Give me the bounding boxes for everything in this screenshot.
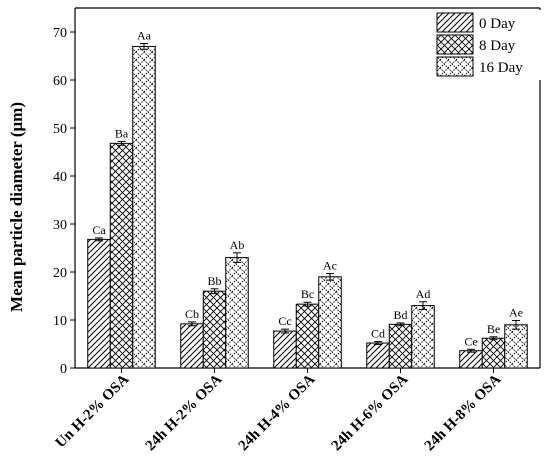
x-tick-label: 24h H-2% OSA bbox=[143, 371, 226, 454]
significance-label: Cb bbox=[185, 307, 199, 321]
legend-swatch-8-day bbox=[436, 34, 474, 55]
y-tick-label: 40 bbox=[53, 170, 67, 185]
bar-16-day-3 bbox=[411, 305, 435, 369]
bar-8-day-0 bbox=[109, 142, 134, 369]
x-tick-label-group: 24h H-2% OSA bbox=[143, 371, 226, 454]
significance-label: Aa bbox=[137, 29, 152, 43]
y-tick-label: 70 bbox=[53, 26, 67, 41]
y-tick-label: 0 bbox=[60, 362, 67, 377]
significance-label: Ab bbox=[230, 238, 245, 252]
legend: 0 Day 8 Day 16 Day bbox=[434, 10, 542, 80]
legend-swatch-0-day bbox=[436, 12, 474, 33]
x-tick-label: 24h H-8% OSA bbox=[422, 371, 505, 454]
significance-label: Bb bbox=[207, 274, 221, 288]
x-tick-label-group: Un H-2% OSA bbox=[53, 371, 133, 451]
bar-0-day-2 bbox=[273, 330, 297, 369]
x-tick-label: 24h H-6% OSA bbox=[329, 371, 412, 454]
y-tick-label: 10 bbox=[53, 314, 67, 329]
x-tick-label: Un H-2% OSA bbox=[53, 371, 133, 451]
significance-label: Ad bbox=[416, 287, 431, 301]
bar-0-day-0 bbox=[87, 238, 111, 369]
legend-label: 16 Day bbox=[479, 60, 523, 76]
significance-label: Ca bbox=[92, 223, 106, 237]
significance-label: Cd bbox=[371, 327, 385, 341]
bar-0-day-1 bbox=[180, 323, 204, 369]
significance-label: Bc bbox=[301, 287, 314, 301]
significance-label: Ae bbox=[509, 305, 523, 319]
bar-16-day-4 bbox=[504, 324, 528, 369]
bar-16-day-2 bbox=[318, 276, 342, 369]
x-tick-label-group: 24h H-4% OSA bbox=[236, 371, 319, 454]
bar-8-day-2 bbox=[295, 303, 320, 369]
y-tick-label: 20 bbox=[53, 266, 67, 281]
y-tick-label: 60 bbox=[53, 74, 67, 89]
bar-16-day-0 bbox=[132, 45, 156, 369]
significance-label: Ba bbox=[115, 126, 129, 140]
legend-label: 0 Day bbox=[479, 16, 516, 32]
bar-8-day-1 bbox=[202, 290, 227, 369]
significance-label: Be bbox=[487, 322, 500, 336]
significance-label: Ac bbox=[323, 258, 337, 272]
bar-8-day-4 bbox=[481, 337, 506, 369]
significance-label: Ce bbox=[464, 334, 477, 348]
y-axis-label: Mean particle diameter (μm) bbox=[7, 102, 26, 312]
legend-swatch-16-day bbox=[436, 56, 474, 77]
x-tick-label-group: 24h H-8% OSA bbox=[422, 371, 505, 454]
y-axis-label-group: Mean particle diameter (μm) bbox=[7, 102, 26, 312]
bar-8-day-3 bbox=[388, 323, 413, 369]
bar-0-day-4 bbox=[459, 350, 483, 369]
significance-label: Bd bbox=[393, 308, 407, 322]
significance-label: Cc bbox=[278, 314, 291, 328]
x-tick-label: 24h H-4% OSA bbox=[236, 371, 319, 454]
bar-16-day-1 bbox=[225, 257, 249, 369]
bar-0-day-3 bbox=[366, 342, 390, 369]
x-tick-label-group: 24h H-6% OSA bbox=[329, 371, 412, 454]
y-tick-label: 30 bbox=[53, 218, 67, 233]
y-tick-label: 50 bbox=[53, 122, 67, 137]
legend-label: 8 Day bbox=[479, 38, 516, 54]
